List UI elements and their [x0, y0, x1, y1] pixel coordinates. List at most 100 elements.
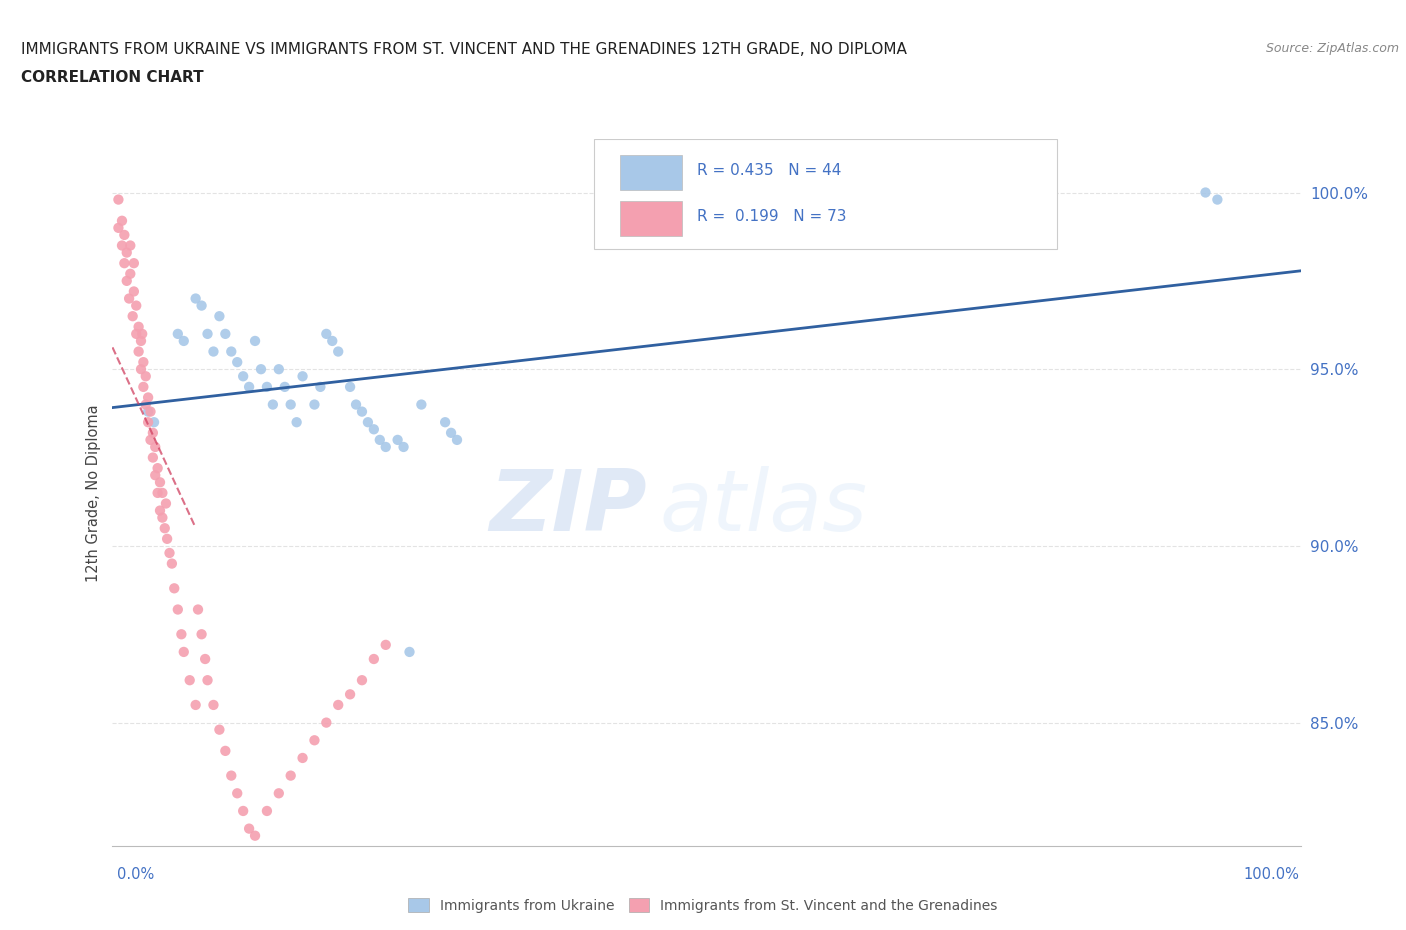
Point	[243, 829, 266, 844]
Point	[202, 344, 225, 359]
Point	[187, 602, 209, 617]
Point	[111, 213, 134, 228]
Point	[350, 672, 373, 687]
Point	[232, 369, 254, 384]
Point	[128, 344, 150, 359]
Point	[150, 511, 173, 525]
Point	[135, 397, 157, 412]
Point	[163, 581, 186, 596]
Point	[160, 556, 183, 571]
FancyBboxPatch shape	[620, 201, 682, 236]
Point	[411, 397, 433, 412]
Point	[136, 415, 159, 430]
FancyBboxPatch shape	[593, 140, 1057, 249]
Point	[129, 362, 152, 377]
Point	[250, 362, 273, 377]
Point	[149, 475, 172, 490]
Point	[170, 627, 193, 642]
Text: Source: ZipAtlas.com: Source: ZipAtlas.com	[1265, 42, 1399, 55]
Point	[194, 652, 217, 667]
Point	[339, 379, 361, 394]
Point	[107, 193, 129, 207]
Point	[226, 354, 249, 369]
Point	[344, 397, 367, 412]
Point	[129, 334, 152, 349]
Point	[166, 326, 188, 341]
Text: CORRELATION CHART: CORRELATION CHART	[21, 70, 204, 85]
Point	[115, 273, 138, 288]
Point	[392, 440, 415, 455]
Point	[142, 450, 165, 465]
Point	[267, 362, 290, 377]
Point	[280, 397, 302, 412]
Point	[304, 397, 326, 412]
Point	[350, 405, 373, 419]
Point	[267, 786, 290, 801]
Point	[1194, 185, 1216, 200]
Point	[179, 672, 201, 687]
Text: R = 0.435   N = 44: R = 0.435 N = 44	[697, 163, 841, 178]
Text: 0.0%: 0.0%	[117, 867, 153, 882]
Point	[112, 256, 135, 271]
Point	[153, 521, 176, 536]
Point	[132, 354, 155, 369]
Point	[374, 440, 396, 455]
Point	[146, 485, 169, 500]
Point	[122, 284, 145, 299]
Point	[128, 319, 150, 334]
Text: atlas: atlas	[659, 466, 868, 549]
Point	[291, 751, 314, 765]
Point	[136, 405, 159, 419]
Text: 100.0%: 100.0%	[1243, 867, 1299, 882]
Point	[142, 425, 165, 440]
Point	[219, 344, 243, 359]
Point	[122, 256, 145, 271]
Point	[321, 334, 343, 349]
Point	[173, 644, 195, 659]
Point	[1206, 193, 1229, 207]
Point	[197, 672, 219, 687]
Point	[125, 326, 148, 341]
Point	[131, 326, 153, 341]
Point	[184, 698, 207, 712]
Text: R =  0.199   N = 73: R = 0.199 N = 73	[697, 208, 846, 224]
Point	[202, 698, 225, 712]
Point	[166, 602, 188, 617]
Point	[190, 299, 212, 313]
Point	[135, 369, 157, 384]
Point	[315, 715, 337, 730]
Point	[156, 531, 179, 546]
Point	[214, 326, 236, 341]
Point	[374, 637, 396, 652]
Text: ZIP: ZIP	[489, 466, 647, 549]
Point	[136, 390, 159, 405]
Point	[120, 238, 142, 253]
Point	[328, 698, 350, 712]
Point	[150, 485, 173, 500]
Point	[280, 768, 302, 783]
Point	[125, 299, 148, 313]
Point	[107, 220, 129, 235]
Point	[118, 291, 141, 306]
Text: IMMIGRANTS FROM UKRAINE VS IMMIGRANTS FROM ST. VINCENT AND THE GRENADINES 12TH G: IMMIGRANTS FROM UKRAINE VS IMMIGRANTS FR…	[21, 42, 907, 57]
Point	[208, 723, 231, 737]
Point	[256, 804, 278, 818]
Point	[115, 246, 138, 260]
Point	[285, 415, 308, 430]
Point	[243, 334, 266, 349]
Point	[363, 652, 385, 667]
Point	[434, 415, 457, 430]
Point	[214, 743, 236, 758]
Point	[238, 821, 260, 836]
Point	[139, 405, 162, 419]
Point	[146, 460, 169, 475]
Point	[184, 291, 207, 306]
Point	[357, 415, 380, 430]
Point	[256, 379, 278, 394]
Point	[139, 432, 162, 447]
Point	[132, 379, 155, 394]
Point	[274, 379, 297, 394]
Point	[219, 768, 243, 783]
Point	[339, 687, 361, 702]
Point	[387, 432, 409, 447]
